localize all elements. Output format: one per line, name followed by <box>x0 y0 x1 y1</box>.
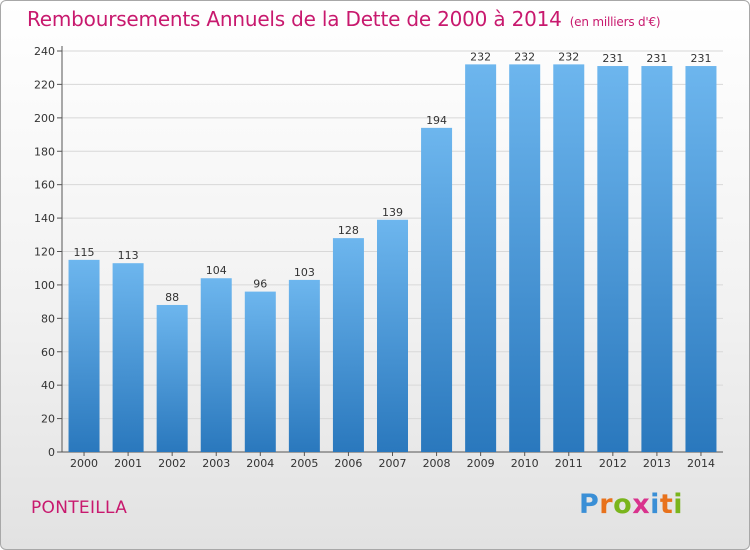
x-tick-label: 2003 <box>202 457 230 470</box>
bar <box>597 66 629 452</box>
x-tick-label: 2002 <box>158 457 186 470</box>
bar <box>244 291 276 452</box>
bar <box>68 259 100 452</box>
x-tick-label: 2008 <box>423 457 451 470</box>
bar <box>509 64 541 452</box>
x-tick-label: 2004 <box>246 457 274 470</box>
chart-subtitle: (en milliers d'€) <box>569 15 661 29</box>
bar-value-label: 232 <box>470 50 491 63</box>
x-tick-label: 2009 <box>467 457 495 470</box>
city-name: PONTEILLA <box>31 498 128 518</box>
bar <box>641 66 673 452</box>
chart-title-text: Remboursements Annuels de la Dette de 20… <box>27 7 562 31</box>
bar <box>685 66 717 452</box>
y-tick-label: 60 <box>41 346 55 359</box>
bar-value-label: 128 <box>338 224 359 237</box>
y-tick-label: 180 <box>34 145 55 158</box>
bar-value-label: 231 <box>690 52 711 65</box>
bar-value-label: 88 <box>165 291 179 304</box>
y-tick-label: 40 <box>41 379 55 392</box>
x-tick-label: 2013 <box>643 457 671 470</box>
logo-letter: o <box>613 489 633 520</box>
bar-value-label: 113 <box>118 249 139 262</box>
logo-letter: x <box>632 489 651 520</box>
y-tick-label: 100 <box>34 279 55 292</box>
bar <box>553 64 585 452</box>
bar-value-label: 194 <box>426 114 447 127</box>
bar-value-label: 232 <box>514 50 535 63</box>
logo-letter: t <box>659 489 674 520</box>
logo-letter: P <box>579 489 600 520</box>
logo-letter: r <box>599 489 614 520</box>
y-tick-label: 20 <box>41 413 55 426</box>
y-tick-label: 240 <box>34 45 55 58</box>
x-tick-label: 2006 <box>334 457 362 470</box>
bar-value-label: 103 <box>294 266 315 279</box>
bar-value-label: 96 <box>253 278 267 291</box>
bar <box>112 263 144 452</box>
bar-value-label: 231 <box>602 52 623 65</box>
x-tick-label: 2005 <box>290 457 318 470</box>
y-tick-label: 120 <box>34 246 55 259</box>
y-tick-label: 80 <box>41 312 55 325</box>
bar-value-label: 139 <box>382 206 403 219</box>
y-tick-label: 160 <box>34 179 55 192</box>
y-tick-label: 0 <box>48 446 55 459</box>
proxiti-logo[interactable]: Proxiti <box>579 489 683 520</box>
bar <box>156 304 188 452</box>
x-tick-label: 2007 <box>379 457 407 470</box>
bar-value-label: 232 <box>558 50 579 63</box>
x-tick-label: 2014 <box>687 457 715 470</box>
bar-value-label: 115 <box>74 246 95 259</box>
bars <box>68 64 717 452</box>
y-tick-label: 140 <box>34 212 55 225</box>
x-tick-label: 2011 <box>555 457 583 470</box>
bar-value-label: 231 <box>646 52 667 65</box>
bar <box>288 279 320 452</box>
chart-title: Remboursements Annuels de la Dette de 20… <box>27 7 661 31</box>
x-tick-label: 2010 <box>511 457 539 470</box>
bar <box>377 219 408 452</box>
bar <box>421 127 453 452</box>
x-tick-label: 2000 <box>70 457 98 470</box>
bar <box>465 64 497 452</box>
y-tick-label: 220 <box>34 78 55 91</box>
bar <box>200 278 232 452</box>
labels: 0 20 40 60 80 100 120 140 160 180 200 220 240 115 2000… <box>34 45 715 470</box>
bar-value-label: 104 <box>206 264 227 277</box>
y-tick-label: 200 <box>34 112 55 125</box>
bar <box>332 238 364 452</box>
x-tick-label: 2001 <box>114 457 142 470</box>
x-tick-label: 2012 <box>599 457 627 470</box>
logo-letter: i <box>650 489 660 520</box>
logo-letter: i <box>673 489 684 520</box>
